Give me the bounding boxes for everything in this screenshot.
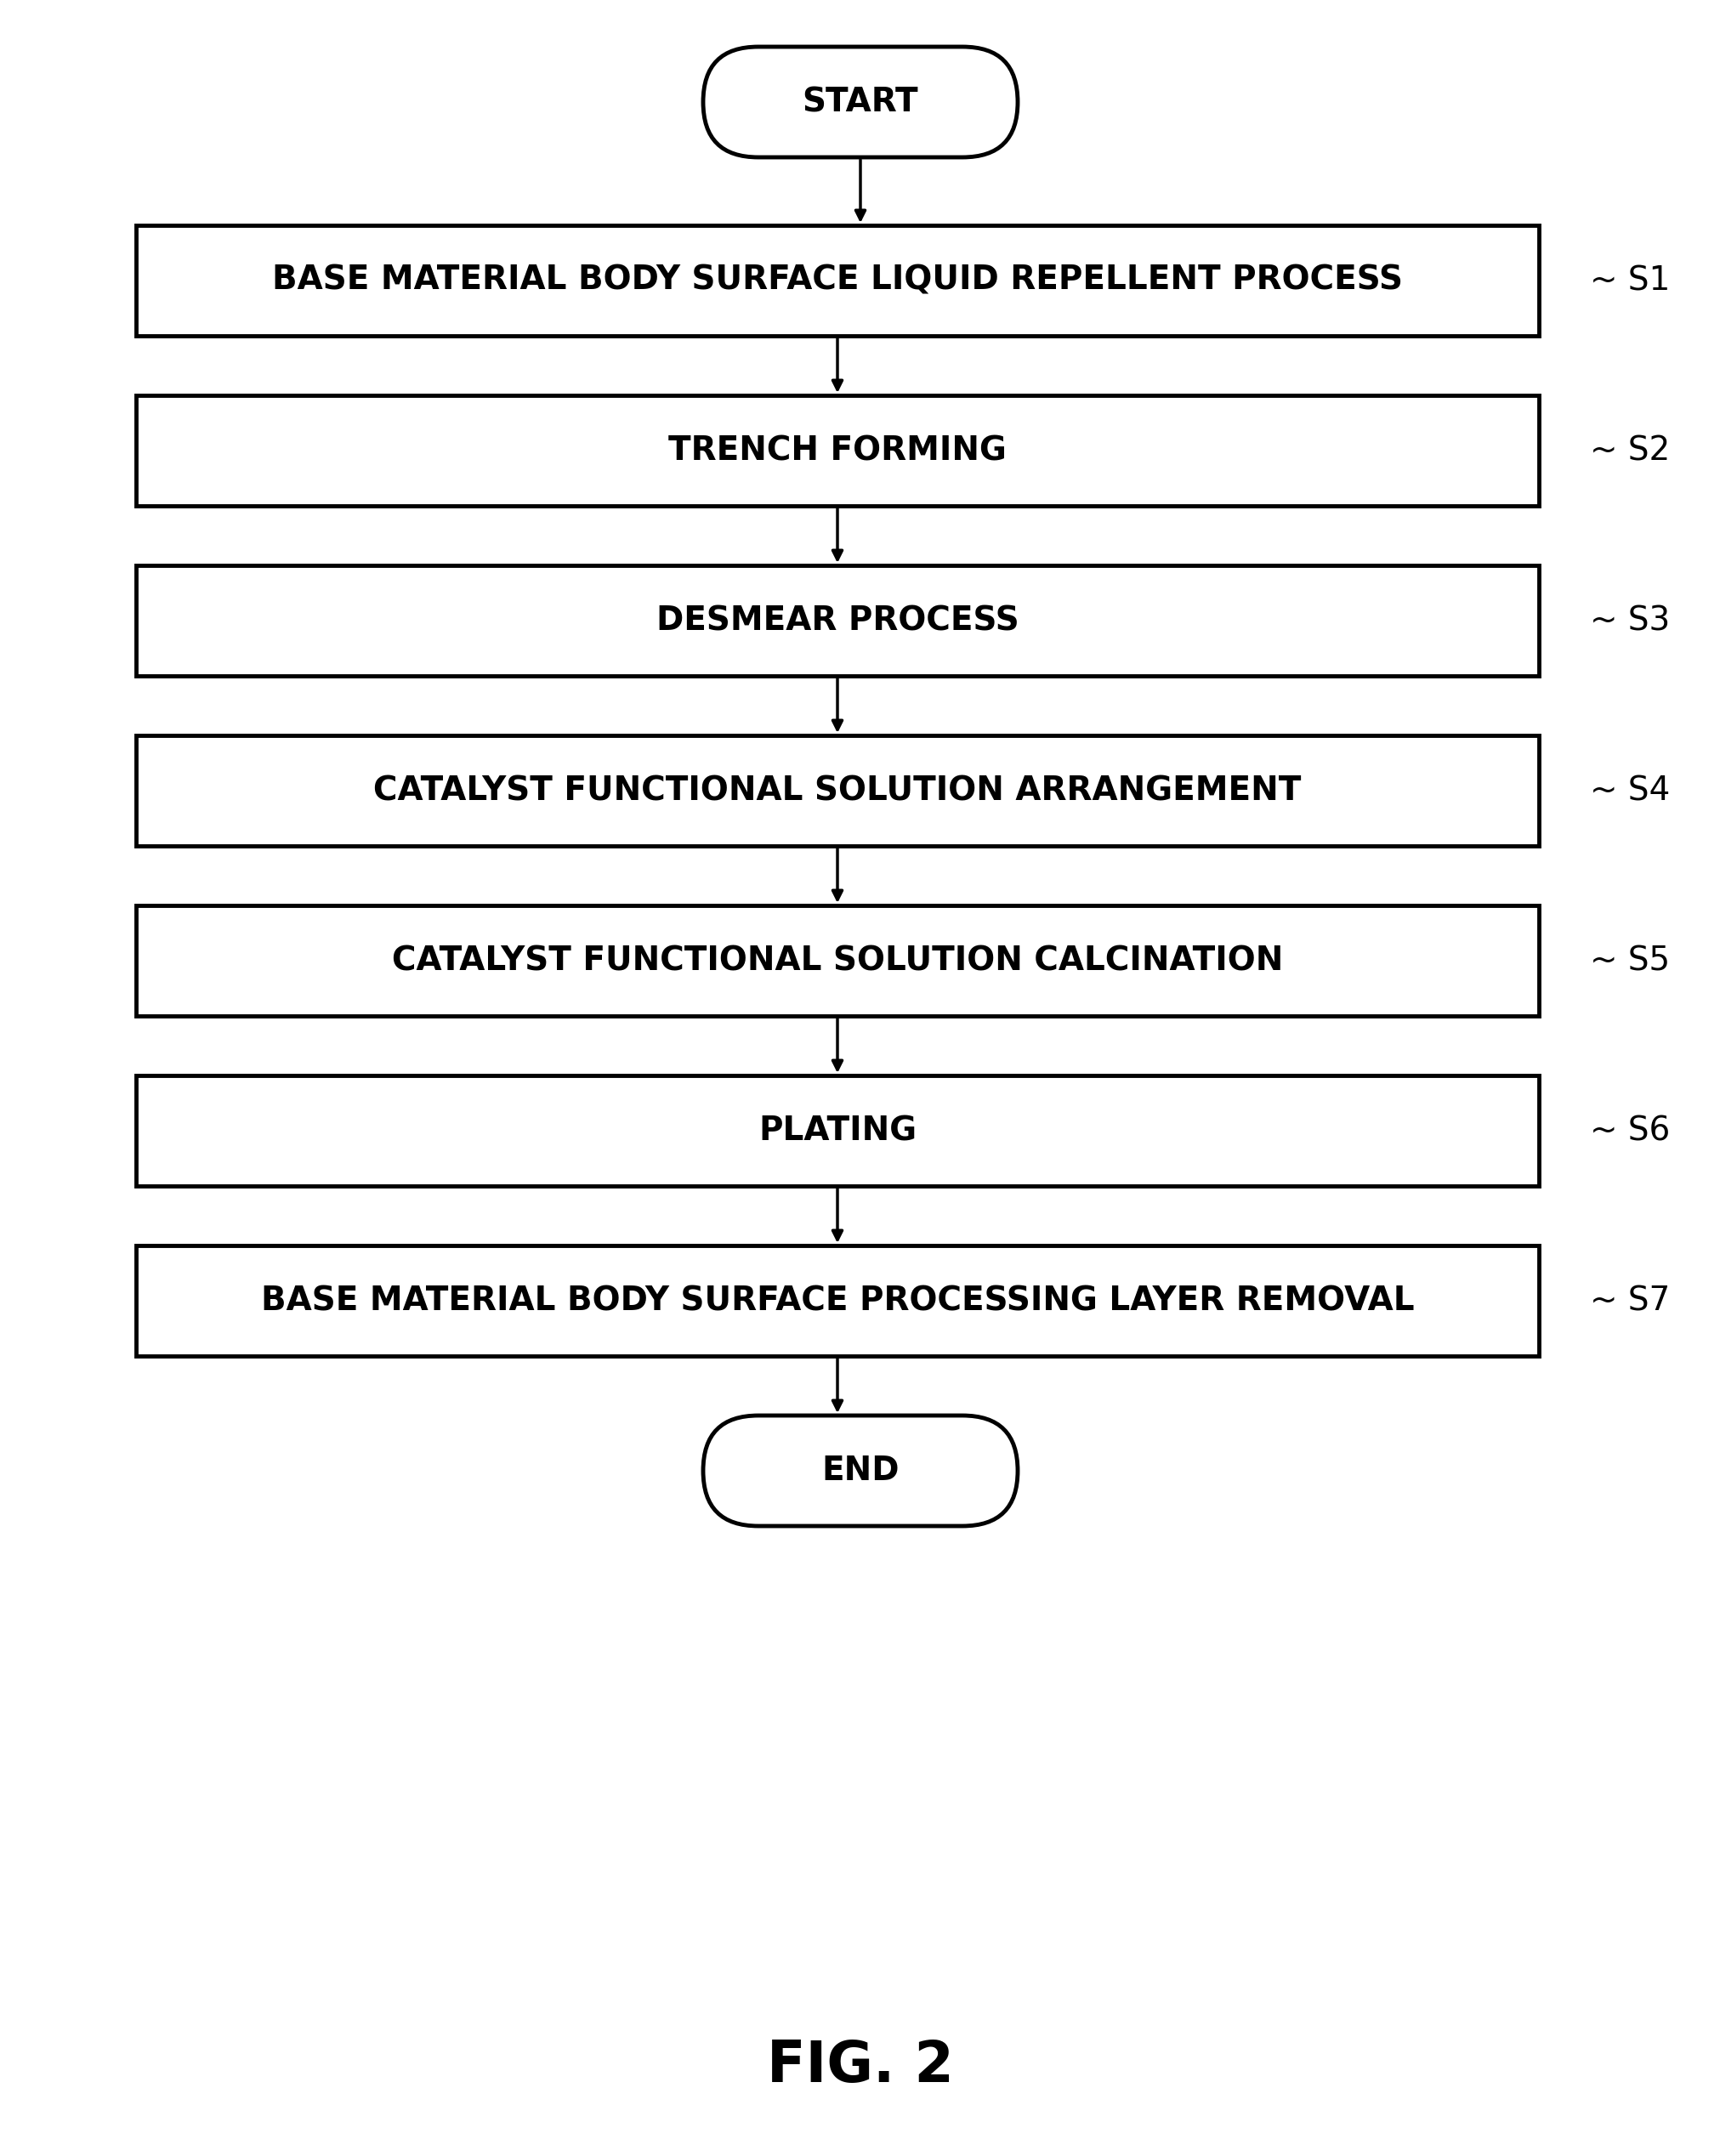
Bar bbox=[136, 565, 1539, 675]
Text: BASE MATERIAL BODY SURFACE LIQUID REPELLENT PROCESS: BASE MATERIAL BODY SURFACE LIQUID REPELL… bbox=[272, 265, 1404, 298]
Text: PLATING: PLATING bbox=[759, 1115, 917, 1147]
Bar bbox=[136, 395, 1539, 507]
Bar bbox=[136, 1246, 1539, 1356]
Text: ~ S2: ~ S2 bbox=[1589, 433, 1670, 466]
Text: ~ S4: ~ S4 bbox=[1589, 774, 1670, 806]
Bar bbox=[136, 906, 1539, 1015]
FancyBboxPatch shape bbox=[703, 1416, 1018, 1526]
FancyBboxPatch shape bbox=[703, 47, 1018, 157]
Text: ~ S5: ~ S5 bbox=[1589, 944, 1670, 977]
Text: CATALYST FUNCTIONAL SOLUTION CALCINATION: CATALYST FUNCTIONAL SOLUTION CALCINATION bbox=[392, 944, 1283, 977]
Bar bbox=[136, 224, 1539, 336]
Text: ~ S7: ~ S7 bbox=[1589, 1285, 1670, 1317]
Text: ~ S6: ~ S6 bbox=[1589, 1115, 1670, 1147]
Text: FIG. 2: FIG. 2 bbox=[767, 2037, 955, 2093]
Text: START: START bbox=[802, 86, 918, 119]
Text: TRENCH FORMING: TRENCH FORMING bbox=[669, 433, 1006, 466]
Text: ~ S1: ~ S1 bbox=[1589, 265, 1670, 298]
Bar bbox=[136, 735, 1539, 845]
Text: END: END bbox=[822, 1455, 900, 1488]
Text: CATALYST FUNCTIONAL SOLUTION ARRANGEMENT: CATALYST FUNCTIONAL SOLUTION ARRANGEMENT bbox=[373, 774, 1302, 806]
Text: BASE MATERIAL BODY SURFACE PROCESSING LAYER REMOVAL: BASE MATERIAL BODY SURFACE PROCESSING LA… bbox=[261, 1285, 1414, 1317]
Text: DESMEAR PROCESS: DESMEAR PROCESS bbox=[655, 604, 1018, 636]
Text: ~ S3: ~ S3 bbox=[1589, 604, 1670, 636]
Bar bbox=[136, 1076, 1539, 1186]
